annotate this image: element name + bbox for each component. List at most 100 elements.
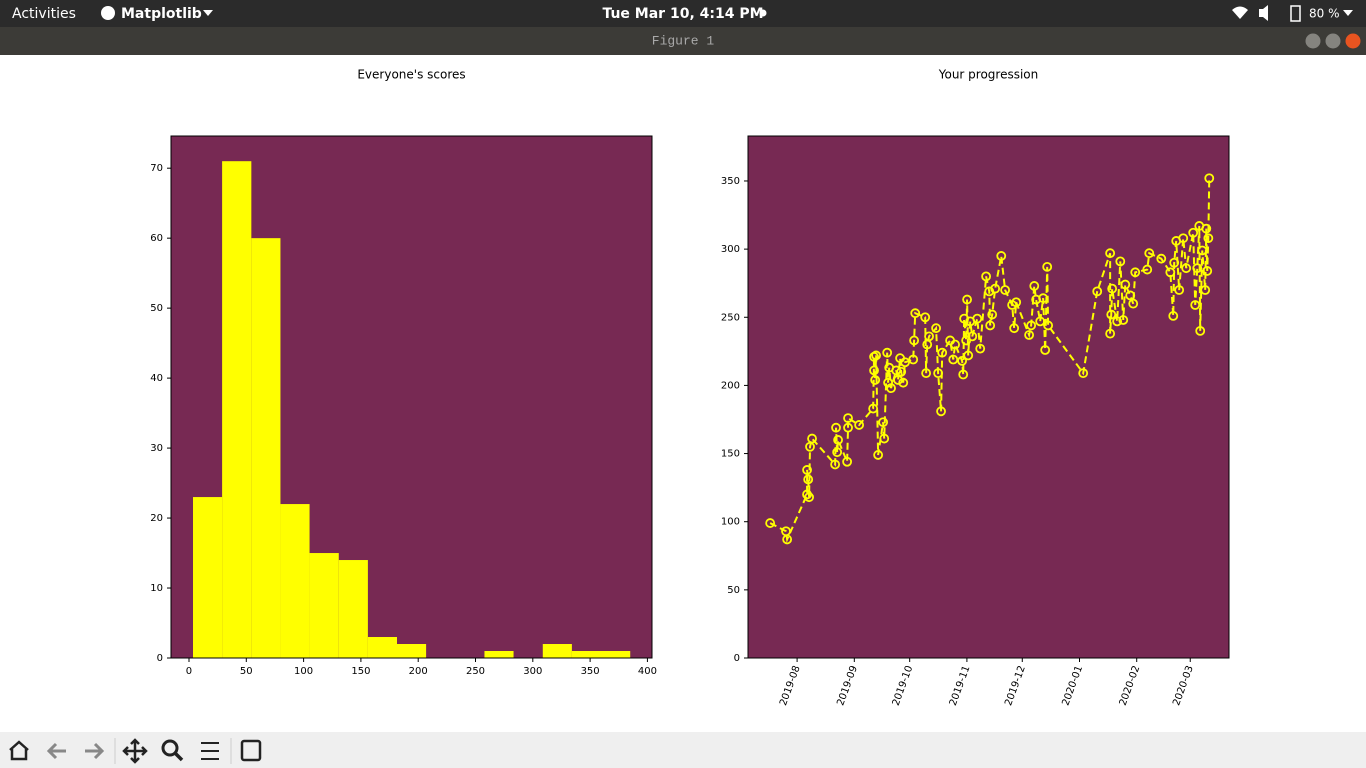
y-tick-label: 50 [150, 303, 163, 314]
data-point [1042, 261, 1053, 272]
histogram-bar [338, 560, 368, 658]
app-menu[interactable]: Matplotlib [121, 6, 202, 22]
battery[interactable]: 80 % [1309, 7, 1340, 21]
window-title: Figure 1 [652, 33, 715, 48]
data-point [1190, 300, 1201, 310]
data-point [1169, 257, 1180, 268]
y-tick-label: 70 [150, 163, 163, 174]
data-point [854, 420, 865, 430]
data-point [931, 323, 941, 334]
wifi-icon[interactable] [1232, 6, 1248, 20]
data-point [933, 368, 944, 379]
data-point [832, 447, 843, 458]
data-point [1026, 320, 1037, 331]
data-point [990, 283, 1001, 294]
data-point [987, 309, 998, 320]
x-tick-label: 100 [294, 666, 313, 677]
data-point [1200, 285, 1211, 295]
histogram-bar [397, 644, 427, 658]
data-point [1168, 311, 1179, 321]
data-point [957, 355, 968, 366]
clock[interactable]: Tue Mar 10, 4:14 PM [602, 6, 763, 22]
data-point [1078, 368, 1089, 379]
data-point [868, 403, 879, 414]
data-point [1197, 245, 1208, 256]
home-button[interactable] [9, 740, 29, 761]
data-point [833, 435, 843, 445]
data-point [1202, 266, 1213, 276]
y-tick-label: 0 [157, 653, 163, 664]
volume-icon[interactable] [1259, 5, 1268, 21]
close-button[interactable] [1345, 33, 1361, 49]
y-tick-label: 300 [721, 244, 740, 255]
data-point [804, 492, 814, 503]
x-tick-label: 200 [409, 666, 428, 677]
data-point [1165, 267, 1176, 278]
y-tick-label: 250 [721, 312, 740, 323]
battery-icon[interactable] [1290, 5, 1301, 22]
activities[interactable]: Activities [12, 6, 76, 22]
data-point [1195, 325, 1206, 336]
data-point [908, 354, 919, 365]
data-point [1107, 283, 1118, 294]
histogram-bar [484, 651, 514, 658]
data-point [1125, 290, 1136, 301]
data-point [1203, 233, 1214, 244]
y-tick-label: 60 [150, 233, 163, 244]
data-point [898, 377, 909, 388]
data-point [981, 271, 992, 282]
histogram-bar [571, 651, 602, 658]
data-point [842, 456, 853, 467]
data-point [962, 294, 972, 305]
y-tick-label: 10 [150, 583, 163, 594]
data-point [869, 365, 879, 376]
app-menu-arrow [203, 10, 213, 16]
data-point [782, 534, 793, 545]
y-tick-label: 200 [721, 380, 740, 391]
back-button[interactable] [46, 742, 66, 760]
histogram-bar [309, 553, 339, 658]
data-point [1112, 316, 1123, 327]
data-point [909, 335, 920, 346]
data-point [1038, 293, 1049, 304]
y-tick-label: 50 [727, 585, 740, 596]
zoom-button[interactable] [161, 739, 179, 757]
data-point [871, 350, 881, 361]
y-tick-label: 20 [150, 513, 163, 524]
y-tick-label: 30 [150, 443, 163, 454]
histogram-bar [367, 637, 398, 658]
data-point [985, 320, 996, 331]
y-tick-label: 0 [734, 653, 740, 664]
pan-button[interactable] [122, 738, 148, 764]
data-point [896, 366, 907, 377]
maximize-button[interactable] [1325, 33, 1341, 49]
histogram-bar [193, 497, 223, 658]
configure-button[interactable] [201, 742, 219, 760]
forward-button[interactable] [85, 742, 105, 760]
data-point [958, 369, 969, 380]
data-point [870, 375, 881, 385]
data-point [882, 347, 893, 358]
data-point [1188, 227, 1199, 238]
data-point [948, 354, 959, 365]
histogram-bar [542, 644, 572, 658]
histogram-bar [222, 161, 252, 658]
save-button[interactable] [240, 739, 262, 762]
system-menu-arrow[interactable] [1343, 10, 1353, 16]
data-point [1130, 267, 1141, 278]
data-point [1181, 263, 1192, 274]
data-point [1115, 256, 1126, 267]
data-point [1192, 263, 1203, 274]
data-point [1092, 286, 1103, 297]
notification-dot [759, 9, 767, 17]
data-point [831, 422, 841, 433]
data-line [769, 178, 1211, 544]
minimize-button[interactable] [1305, 33, 1321, 49]
data-point [878, 417, 889, 428]
data-point [975, 343, 986, 354]
data-point [886, 383, 896, 394]
data-point [972, 313, 983, 324]
y-tick-label: 150 [721, 449, 740, 460]
